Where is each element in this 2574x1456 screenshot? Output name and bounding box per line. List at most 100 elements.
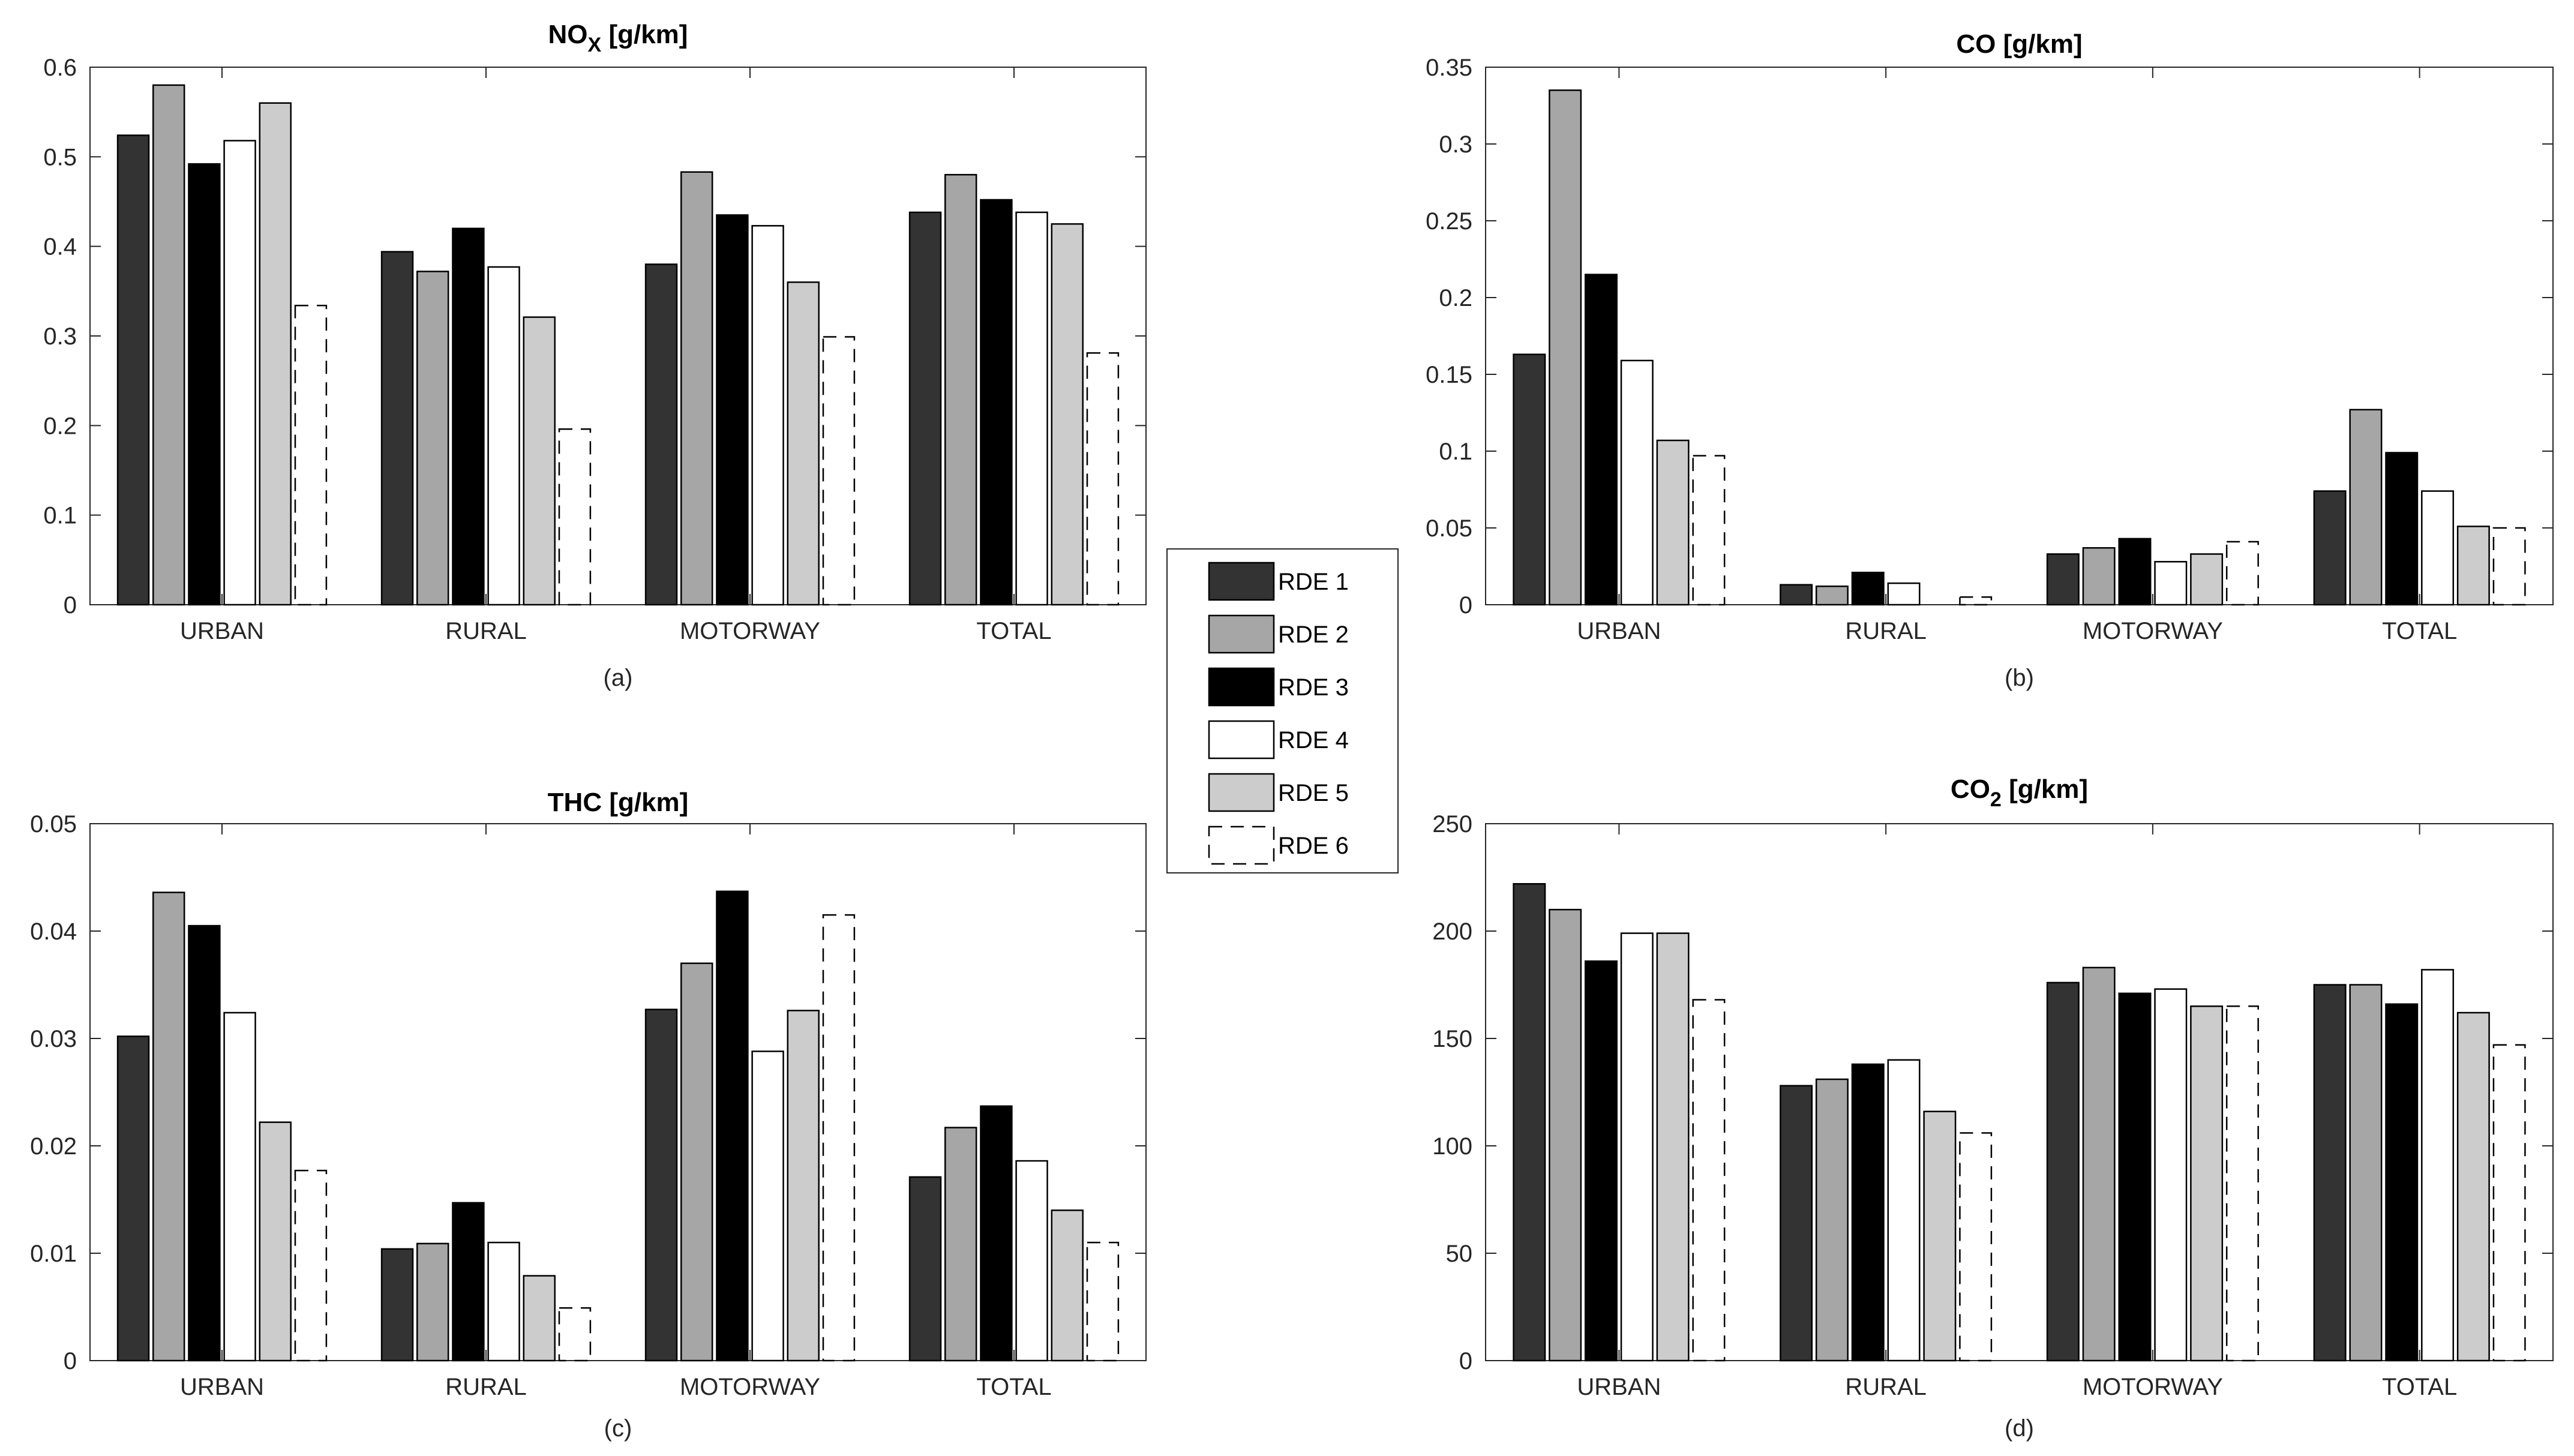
legend-label: RDE 3 — [1278, 674, 1349, 701]
y-tick-label: 0.2 — [43, 413, 77, 439]
bar-c-urban-rde1 — [116, 1035, 150, 1362]
y-tick-label: 0 — [1459, 1348, 1472, 1374]
x-tick-label: MOTORWAY — [680, 1374, 820, 1400]
x-tick-label: RURAL — [445, 618, 527, 644]
bar-b-total-rde3 — [2385, 452, 2419, 606]
bar-a-urban-rde1 — [116, 134, 150, 606]
legend-swatch-rde5 — [1208, 773, 1275, 812]
bar-a-total-rde3 — [980, 199, 1013, 606]
x-tick-label: RURAL — [1845, 1374, 1927, 1400]
bar-b-rural-rde6 — [1959, 596, 1993, 606]
y-tick-label: 0.25 — [1426, 208, 1472, 235]
y-tick-label: 0 — [64, 592, 77, 619]
x-tick-label: RURAL — [445, 1374, 527, 1400]
bar-b-urban-rde1 — [1513, 353, 1546, 606]
legend-swatch-rde4 — [1208, 720, 1275, 759]
axes-box-c — [89, 823, 1147, 1361]
bar-b-total-rde4 — [2421, 490, 2455, 606]
bar-a-rural-rde5 — [523, 316, 556, 606]
y-tick-label: 0.35 — [1426, 55, 1472, 81]
chart-title-a: NOX [g/km] — [548, 20, 688, 56]
bar-b-rural-rde3 — [1851, 571, 1885, 606]
y-tick-label: 150 — [1432, 1026, 1472, 1052]
bar-c-rural-rde2 — [416, 1242, 449, 1362]
bar-d-motorway-rde3 — [2118, 992, 2152, 1362]
y-tick-label: 0 — [1459, 592, 1472, 619]
y-tick-label: 0.5 — [43, 144, 77, 170]
bar-c-urban-rde3 — [188, 924, 221, 1362]
chart-title-d: CO2 [g/km] — [1951, 774, 2088, 811]
legend-swatch-rde3 — [1208, 667, 1275, 707]
y-tick-label: 0.01 — [30, 1241, 77, 1267]
x-tick-label: URBAN — [180, 1374, 264, 1400]
chart-title-c: THC [g/km] — [548, 788, 689, 817]
bar-b-motorway-rde4 — [2154, 561, 2188, 606]
bar-b-urban-rde5 — [1656, 439, 1690, 606]
bar-a-urban-rde6 — [294, 304, 328, 606]
bar-a-total-rde1 — [908, 211, 942, 606]
legend-label: RDE 2 — [1278, 622, 1349, 648]
bar-d-total-rde4 — [2421, 969, 2455, 1362]
bar-d-urban-rde3 — [1584, 960, 1618, 1362]
y-tick-label: 0.3 — [1439, 131, 1472, 158]
bar-c-urban-rde5 — [259, 1121, 292, 1362]
bar-a-rural-rde2 — [416, 271, 449, 606]
bar-d-urban-rde5 — [1656, 932, 1690, 1362]
bar-b-motorway-rde3 — [2118, 538, 2152, 606]
bar-b-urban-rde6 — [1692, 455, 1726, 606]
bar-d-rural-rde6 — [1959, 1132, 1993, 1362]
bar-b-total-rde2 — [2349, 409, 2383, 606]
legend-box — [1166, 548, 1399, 873]
bar-d-rural-rde5 — [1923, 1110, 1957, 1362]
bar-a-rural-rde6 — [558, 428, 592, 606]
bar-c-rural-rde1 — [380, 1248, 414, 1362]
bar-d-rural-rde1 — [1780, 1085, 1813, 1362]
bar-b-motorway-rde6 — [2225, 541, 2259, 606]
bar-c-total-rde1 — [908, 1176, 942, 1362]
bar-b-total-rde6 — [2492, 527, 2526, 606]
x-tick-label: MOTORWAY — [680, 618, 820, 644]
legend-label: RDE 5 — [1278, 780, 1349, 806]
bar-c-total-rde5 — [1051, 1209, 1084, 1362]
bar-d-total-rde3 — [2385, 1003, 2419, 1362]
x-tick-label: TOTAL — [976, 618, 1051, 644]
bar-c-motorway-rde1 — [644, 1008, 678, 1362]
y-tick-label: 0.02 — [30, 1133, 77, 1160]
axes-box-d — [1485, 823, 2554, 1361]
bar-a-urban-rde4 — [223, 140, 256, 606]
x-tick-label: URBAN — [1577, 1374, 1661, 1400]
bar-c-total-rde6 — [1086, 1241, 1120, 1362]
bar-b-motorway-rde1 — [2046, 553, 2080, 606]
bar-d-motorway-rde5 — [2190, 1005, 2224, 1362]
panel-a: 0 0.1 0.2 0.3 0.4 0.5 0.6 URBAN RURAL MOTORWAY TOT… — [43, 20, 1147, 691]
bar-a-urban-rde3 — [188, 163, 221, 606]
bar-a-total-rde5 — [1051, 223, 1084, 606]
y-tick-label: 0.05 — [1426, 515, 1472, 542]
bar-b-rural-rde4 — [1887, 582, 1921, 606]
bar-c-urban-rde4 — [223, 1011, 256, 1362]
chart-title-b: CO [g/km] — [1956, 29, 2082, 59]
bar-d-urban-rde2 — [1549, 908, 1582, 1362]
bar-b-total-rde1 — [2313, 490, 2347, 606]
bar-d-total-rde1 — [2313, 984, 2347, 1362]
legend-swatch-rde1 — [1208, 562, 1275, 601]
y-tick-label: 0.2 — [1439, 285, 1472, 311]
bar-c-total-rde4 — [1015, 1160, 1048, 1362]
bar-d-motorway-rde6 — [2225, 1005, 2259, 1362]
bar-d-rural-rde4 — [1887, 1059, 1921, 1362]
bar-b-motorway-rde5 — [2190, 553, 2224, 606]
legend-swatch-rde2 — [1208, 614, 1275, 654]
bar-c-rural-rde5 — [523, 1275, 556, 1362]
axes-box-b — [1485, 67, 2554, 605]
caption-d: (d) — [2005, 1415, 2034, 1442]
y-tick-label: 0.3 — [43, 323, 77, 350]
bar-c-rural-rde4 — [487, 1241, 520, 1362]
bar-b-rural-rde2 — [1815, 586, 1849, 606]
bar-c-rural-rde6 — [558, 1307, 592, 1362]
bar-c-motorway-rde2 — [680, 962, 713, 1362]
bar-c-motorway-rde4 — [751, 1050, 784, 1362]
y-tick-label: 250 — [1432, 811, 1472, 837]
panel-b: 0 0.05 0.1 0.15 0.2 0.25 0.3 0.35 URBAN RURAL MOTO… — [1426, 29, 2554, 691]
bar-d-rural-rde3 — [1851, 1063, 1885, 1362]
